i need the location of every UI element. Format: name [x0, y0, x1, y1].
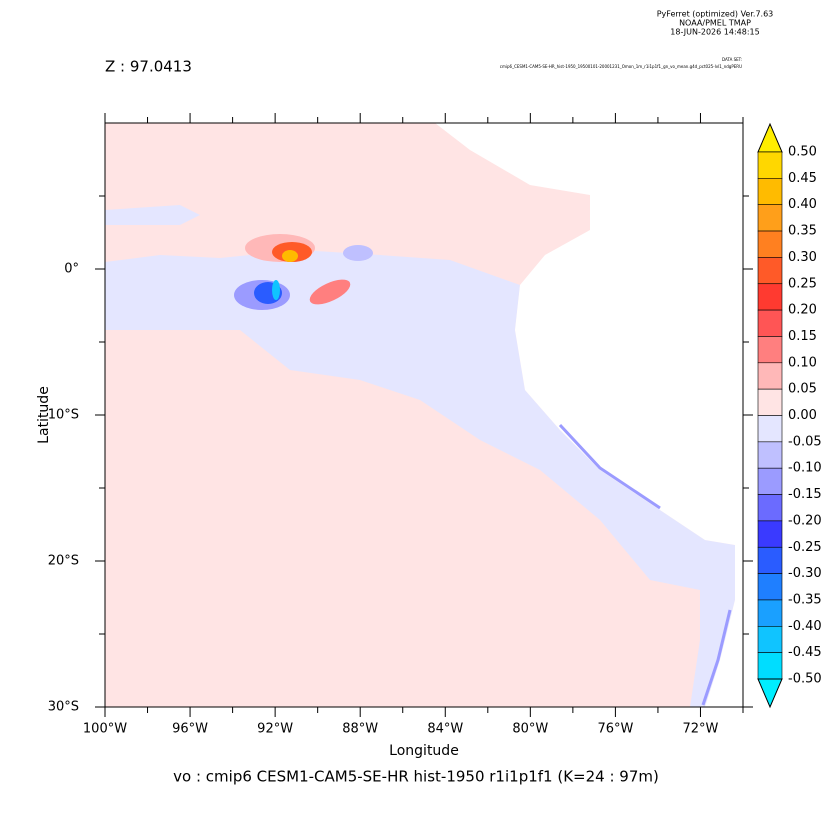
y-axis-label: Latitude: [36, 386, 52, 444]
header: NOAA/PMEL TMAP: [679, 19, 751, 28]
colorbar-label: 0.20: [788, 303, 817, 318]
colorbar-label: 0.50: [788, 145, 817, 160]
x-tick-label: 88°W: [342, 722, 378, 737]
colorbar-box: [757, 283, 783, 311]
colorbar-extend: [757, 122, 783, 153]
chart-title: vo : cmip6 CESM1-CAM5-SE-HR hist-1950 r1…: [173, 768, 659, 786]
ocean-negative: [105, 205, 200, 225]
colorbar-label: -0.45: [788, 645, 822, 660]
colorbar-box: [757, 520, 783, 548]
dataset: cmip6_CESM1-CAM5-SE-HR_hist-1950_1950010…: [500, 64, 742, 69]
colorbar-box: [757, 625, 783, 653]
x-tick-label: 80°W: [512, 722, 548, 737]
field: [105, 123, 743, 707]
y-tick-label: 30°S: [48, 700, 79, 715]
colorbar-extend: [757, 678, 783, 709]
y-tick-label: 20°S: [48, 554, 79, 569]
colorbar-box: [757, 362, 783, 390]
colorbar-label: -0.40: [788, 619, 822, 634]
colorbar-box: [757, 415, 783, 443]
colorbar-label: 0.05: [788, 382, 817, 397]
colorbar-label: 0.10: [788, 355, 817, 370]
colorbar-box: [757, 336, 783, 364]
blob: [282, 250, 298, 262]
colorbar-box: [757, 178, 783, 206]
colorbar-box: [757, 494, 783, 522]
x-tick-label: 96°W: [172, 722, 208, 737]
colorbar-box: [757, 441, 783, 469]
colorbar-label: -0.10: [788, 461, 822, 476]
blob: [343, 245, 373, 261]
colorbar-label: 0.00: [788, 408, 817, 423]
colorbar-label: -0.50: [788, 672, 822, 687]
colorbar-box: [757, 230, 783, 258]
colorbar-label: -0.35: [788, 592, 822, 607]
colorbar-label: -0.05: [788, 434, 822, 449]
colorbar-box: [757, 546, 783, 574]
colorbar-box: [757, 388, 783, 416]
coast-negative: [558, 423, 661, 510]
colorbar-box: [757, 573, 783, 601]
colorbar-box: [757, 204, 783, 232]
colorbar-label: -0.20: [788, 513, 822, 528]
colorbar-label: 0.30: [788, 250, 817, 265]
coast-negative: [701, 609, 732, 706]
y-tick-label: 0°: [64, 262, 79, 277]
colorbar-box: [757, 652, 783, 680]
blob: [272, 280, 280, 300]
x-tick-label: 72°W: [683, 722, 719, 737]
x-tick-label: 92°W: [257, 722, 293, 737]
x-tick-label: 84°W: [427, 722, 463, 737]
header: PyFerret (optimized) Ver.7.63: [657, 10, 774, 19]
y-tick-label: 10°S: [48, 408, 79, 423]
x-tick-label: 76°W: [597, 722, 633, 737]
ocean-negative: [105, 250, 735, 707]
colorbar-label: -0.25: [788, 540, 822, 555]
colorbar-box: [757, 309, 783, 337]
land: [705, 545, 743, 707]
x-axis-label: Longitude: [389, 743, 459, 759]
colorbar-box: [757, 257, 783, 285]
colorbar-label: 0.45: [788, 171, 817, 186]
colorbar-label: -0.30: [788, 566, 822, 581]
x-tick-label: 100°W: [83, 722, 127, 737]
colorbar-label: 0.35: [788, 224, 817, 239]
dataset-label: DATA SET:: [722, 57, 742, 62]
colorbar-label: -0.15: [788, 487, 822, 502]
header: 18-JUN-2026 14:48:15: [670, 28, 759, 37]
blob: [309, 279, 351, 305]
colorbar-box: [757, 151, 783, 179]
land: [435, 123, 743, 560]
subtitle: Z : 97.0413: [105, 58, 192, 76]
colorbar-label: 0.15: [788, 329, 817, 344]
colorbar-box: [757, 599, 783, 627]
colorbar-box: [757, 467, 783, 495]
colorbar-label: 0.40: [788, 197, 817, 212]
colorbar-label: 0.25: [788, 276, 817, 291]
